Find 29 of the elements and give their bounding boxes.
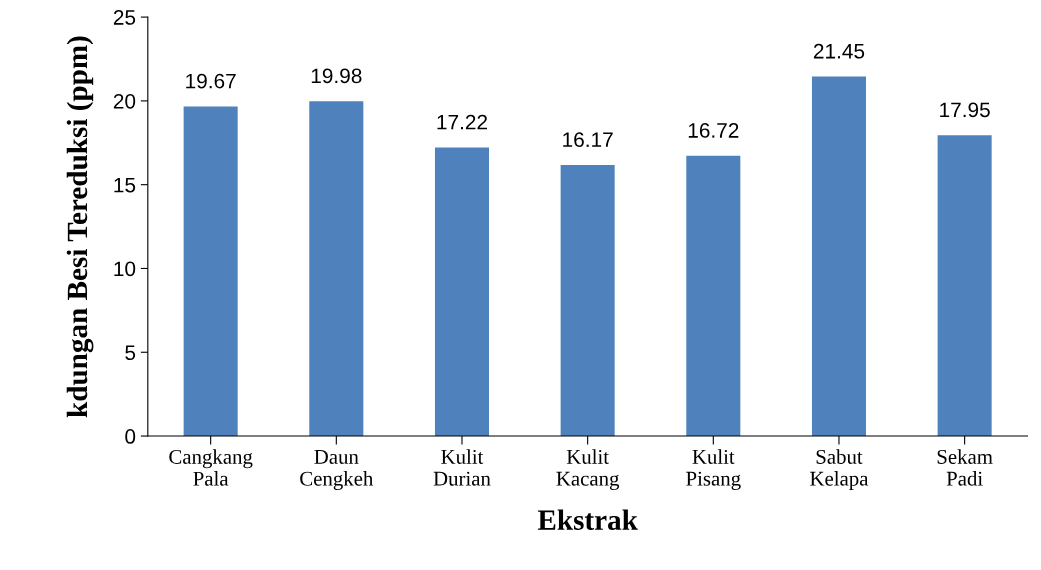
data-label: 16.72 (688, 123, 739, 138)
y-tick-label: 15 (114, 177, 136, 193)
bar (937, 135, 992, 437)
x-tick-label: Daun Cengkeh (300, 450, 374, 490)
bar (811, 76, 866, 437)
y-tick-label: 0 (125, 429, 136, 444)
y-axis-title: kdungan Besi Tereduksi (ppm) (66, 36, 94, 418)
data-label: 16.17 (563, 132, 613, 148)
x-axis-title: Ekstrak (537, 509, 638, 530)
y-tick-label: 10 (114, 261, 136, 277)
data-label: 17.22 (437, 114, 487, 130)
bar (309, 101, 364, 437)
data-label: 17.95 (940, 102, 990, 118)
x-tick-label: Kulit Pisang (686, 449, 741, 490)
bar (686, 155, 741, 437)
bar (183, 106, 238, 437)
y-tick-label: 20 (113, 93, 136, 109)
x-tick-label: Kulit Durian (433, 449, 491, 486)
x-tick-label: Sabut Kelapa (810, 449, 869, 490)
bar (560, 165, 615, 437)
bar (434, 147, 489, 437)
x-tick-label: Kulit Kacang (556, 449, 620, 490)
data-label: 19.98 (311, 68, 362, 84)
x-tick-label: Sekam Padi (937, 449, 993, 486)
x-tick-label: Cangkang Pala (169, 449, 253, 486)
data-label: 21.45 (813, 43, 865, 59)
y-tick-label: 25 (113, 10, 136, 25)
data-label: 19.67 (186, 73, 236, 89)
y-tick-label: 5 (125, 345, 136, 361)
